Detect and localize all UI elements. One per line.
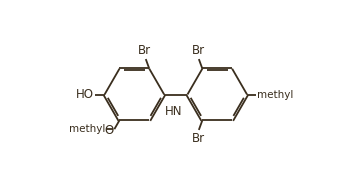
Text: Br: Br	[192, 132, 206, 145]
Text: O: O	[104, 124, 114, 137]
Text: Br: Br	[192, 44, 206, 57]
Text: HO: HO	[76, 88, 94, 101]
Text: methyl: methyl	[69, 124, 105, 134]
Text: HN: HN	[165, 105, 183, 118]
Text: methyl: methyl	[257, 90, 293, 99]
Text: Br: Br	[138, 44, 152, 57]
